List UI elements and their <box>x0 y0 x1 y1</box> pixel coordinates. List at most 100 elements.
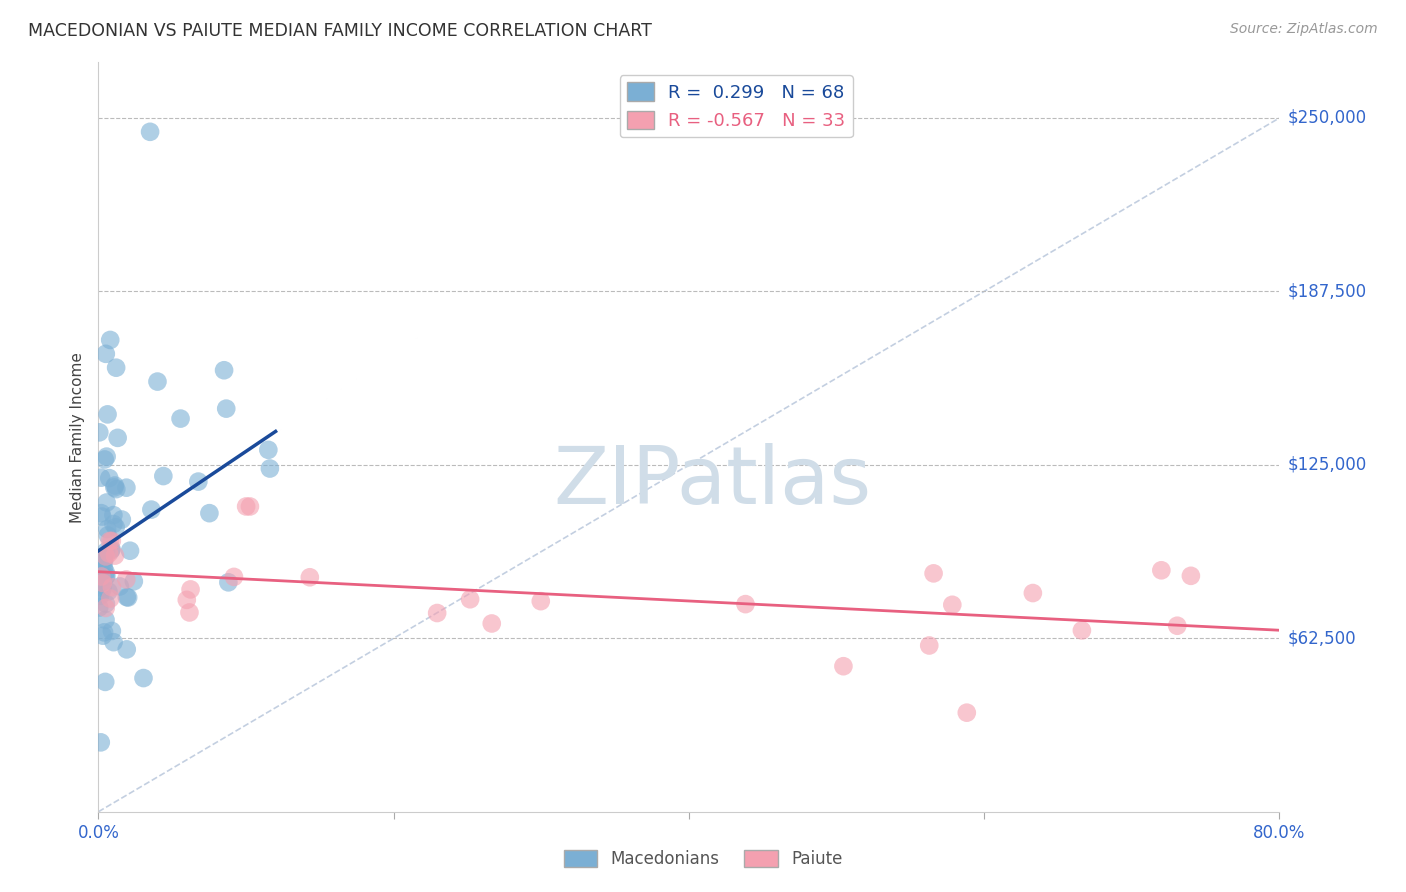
Point <box>97 528 120 542</box>
Point <box>115 481 138 495</box>
Point <box>98 471 121 485</box>
Point <box>90 506 112 520</box>
Text: $125,000: $125,000 <box>1288 456 1367 474</box>
Point <box>117 591 139 605</box>
Point <box>103 516 125 531</box>
Text: $250,000: $250,000 <box>1288 109 1367 127</box>
Point <box>1070 624 1092 638</box>
Point <box>118 543 141 558</box>
Point <box>107 431 129 445</box>
Point <box>96 569 118 583</box>
Point <box>101 580 124 594</box>
Point <box>222 570 245 584</box>
Point <box>90 569 112 583</box>
Point <box>103 480 125 494</box>
Point <box>98 533 121 548</box>
Point <box>215 401 238 416</box>
Point <box>94 597 117 611</box>
Text: ZIPatlas: ZIPatlas <box>554 443 872 521</box>
Point <box>90 470 112 484</box>
Point <box>212 363 235 377</box>
Point <box>96 408 118 422</box>
Point <box>146 375 169 389</box>
Point <box>426 606 449 620</box>
Point <box>141 502 163 516</box>
Point <box>941 598 963 612</box>
Point <box>101 624 124 638</box>
Point <box>94 674 117 689</box>
Point <box>89 573 111 587</box>
Point <box>187 475 209 489</box>
Point <box>93 552 115 566</box>
Point <box>179 606 201 620</box>
Point <box>108 579 131 593</box>
Point <box>104 549 127 563</box>
Point <box>105 360 128 375</box>
Point <box>93 625 115 640</box>
Point <box>93 561 115 575</box>
Point <box>94 570 117 584</box>
Point <box>115 642 138 657</box>
Point <box>98 333 121 347</box>
Point <box>217 575 239 590</box>
Point <box>89 425 111 440</box>
Point <box>1180 569 1202 583</box>
Point <box>104 478 127 492</box>
Point <box>91 576 114 591</box>
Point <box>152 469 174 483</box>
Point <box>139 125 162 139</box>
Point <box>115 590 138 604</box>
Point <box>93 452 115 467</box>
Point <box>103 508 125 522</box>
Point <box>956 706 979 720</box>
Point <box>169 411 191 425</box>
Point <box>922 566 945 581</box>
Point <box>96 522 118 536</box>
Point <box>89 589 111 603</box>
Point <box>918 639 941 653</box>
Point <box>734 597 756 611</box>
Point <box>1150 563 1173 577</box>
Point <box>98 591 121 606</box>
Point <box>111 512 134 526</box>
Point <box>1022 586 1045 600</box>
Point <box>235 500 257 514</box>
Point <box>93 552 115 566</box>
Point <box>98 546 121 560</box>
Point <box>94 544 117 558</box>
Point <box>104 520 127 534</box>
Point <box>97 584 120 599</box>
Point <box>96 495 118 509</box>
Point <box>94 347 117 361</box>
Point <box>103 635 125 649</box>
Y-axis label: Median Family Income: Median Family Income <box>70 351 86 523</box>
Point <box>832 659 855 673</box>
Legend: Macedonians, Paiute: Macedonians, Paiute <box>557 843 849 875</box>
Point <box>105 482 128 496</box>
Point <box>239 500 262 514</box>
Point <box>257 442 280 457</box>
Point <box>89 600 111 615</box>
Point <box>458 592 481 607</box>
Point <box>115 573 138 587</box>
Point <box>90 569 112 583</box>
Point <box>1166 618 1188 632</box>
Text: $187,500: $187,500 <box>1288 283 1367 301</box>
Point <box>176 592 198 607</box>
Point <box>91 581 114 595</box>
Point <box>94 613 117 627</box>
Point <box>132 671 155 685</box>
Point <box>93 555 115 569</box>
Point <box>100 543 122 558</box>
Text: $62,500: $62,500 <box>1288 629 1357 648</box>
Point <box>91 509 114 524</box>
Point <box>530 594 553 608</box>
Legend: R =  0.299   N = 68, R = -0.567   N = 33: R = 0.299 N = 68, R = -0.567 N = 33 <box>620 75 852 137</box>
Point <box>259 461 281 475</box>
Text: Source: ZipAtlas.com: Source: ZipAtlas.com <box>1230 22 1378 37</box>
Text: MACEDONIAN VS PAIUTE MEDIAN FAMILY INCOME CORRELATION CHART: MACEDONIAN VS PAIUTE MEDIAN FAMILY INCOM… <box>28 22 652 40</box>
Point <box>100 542 122 557</box>
Point <box>481 616 503 631</box>
Point <box>101 533 124 548</box>
Point <box>89 554 111 568</box>
